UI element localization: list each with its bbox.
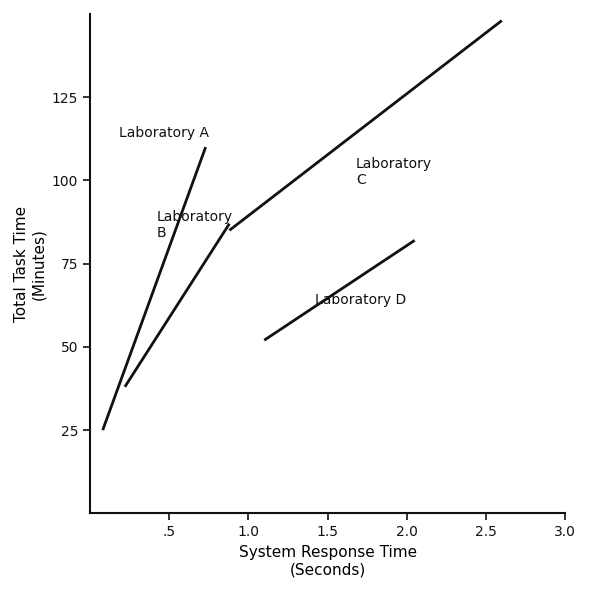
X-axis label: System Response Time
(Seconds): System Response Time (Seconds): [238, 545, 417, 577]
Text: Laboratory
B: Laboratory B: [156, 210, 232, 241]
Text: Laboratory D: Laboratory D: [315, 293, 406, 307]
Text: Laboratory
C: Laboratory C: [356, 157, 432, 187]
Text: Laboratory A: Laboratory A: [119, 126, 208, 141]
Y-axis label: Total Task Time
(Minutes): Total Task Time (Minutes): [14, 206, 46, 322]
